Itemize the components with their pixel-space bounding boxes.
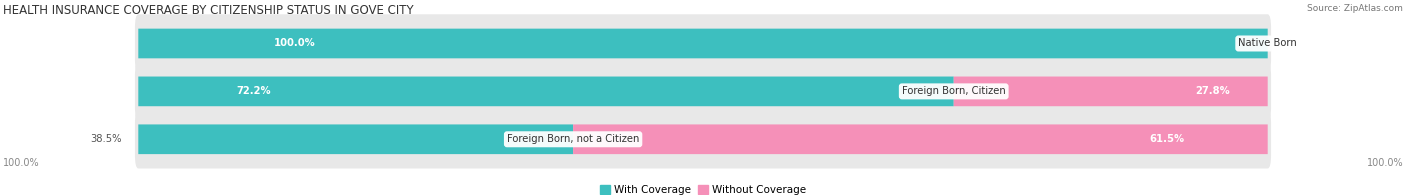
Text: 100.0%: 100.0%: [274, 38, 315, 49]
Text: 38.5%: 38.5%: [90, 134, 121, 144]
Text: 72.2%: 72.2%: [236, 86, 271, 96]
FancyBboxPatch shape: [138, 124, 574, 154]
Legend: With Coverage, Without Coverage: With Coverage, Without Coverage: [600, 185, 806, 195]
Text: 100.0%: 100.0%: [3, 158, 39, 168]
Text: Foreign Born, Citizen: Foreign Born, Citizen: [901, 86, 1005, 96]
Text: 61.5%: 61.5%: [1149, 134, 1184, 144]
FancyBboxPatch shape: [138, 29, 1268, 58]
FancyBboxPatch shape: [135, 14, 1271, 73]
FancyBboxPatch shape: [135, 110, 1271, 168]
Text: Source: ZipAtlas.com: Source: ZipAtlas.com: [1308, 4, 1403, 13]
Text: 100.0%: 100.0%: [1367, 158, 1403, 168]
FancyBboxPatch shape: [953, 76, 1268, 106]
Text: 27.8%: 27.8%: [1195, 86, 1230, 96]
Text: HEALTH INSURANCE COVERAGE BY CITIZENSHIP STATUS IN GOVE CITY: HEALTH INSURANCE COVERAGE BY CITIZENSHIP…: [3, 4, 413, 17]
FancyBboxPatch shape: [138, 76, 953, 106]
Text: Foreign Born, not a Citizen: Foreign Born, not a Citizen: [508, 134, 640, 144]
Text: Native Born: Native Born: [1239, 38, 1298, 49]
FancyBboxPatch shape: [135, 62, 1271, 121]
FancyBboxPatch shape: [574, 124, 1268, 154]
